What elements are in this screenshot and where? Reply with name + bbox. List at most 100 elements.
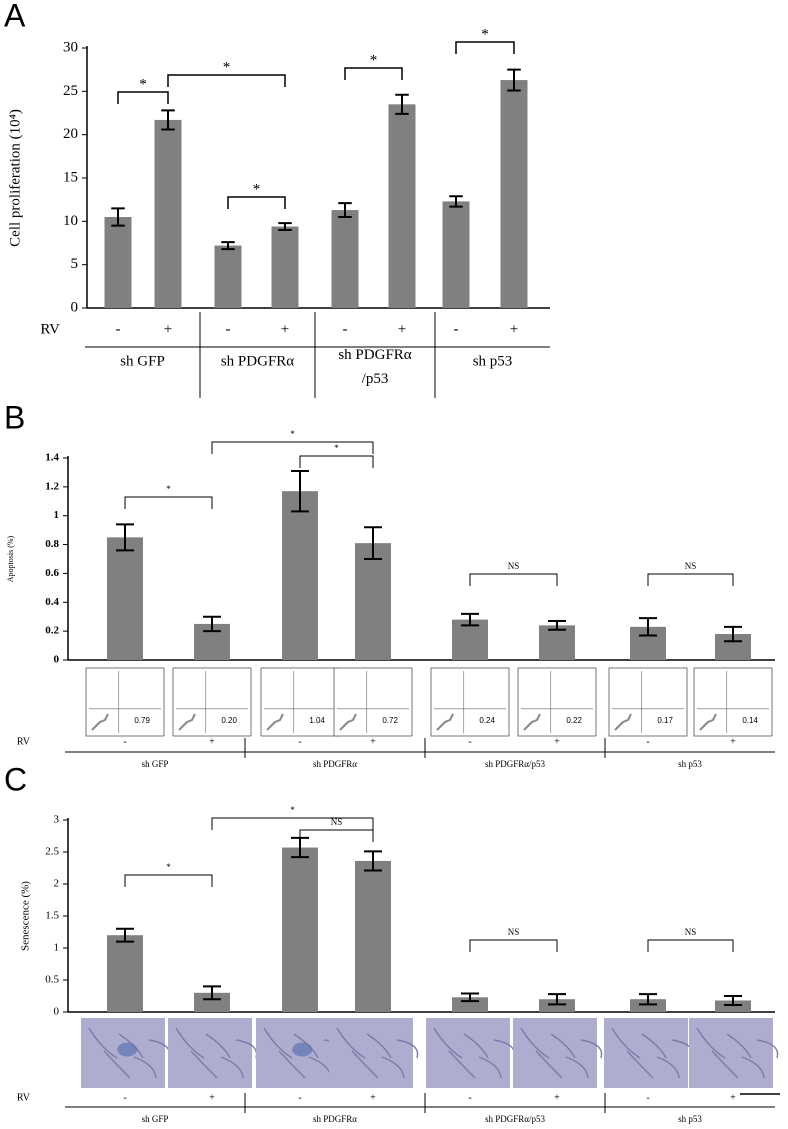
bar [282, 491, 318, 660]
flow-plot [85, 667, 165, 737]
significance-label: * [253, 181, 261, 197]
x-tick-label: - [226, 321, 231, 337]
y-tick-label: 0.4 [45, 596, 59, 608]
bar [104, 217, 132, 308]
y-tick-label: 1.4 [45, 452, 59, 464]
group-label: sh PDGFRα/p53 [485, 1114, 545, 1124]
y-tick-label: 1 [54, 942, 60, 954]
significance-bracket [227, 196, 286, 209]
significance-label: NS [685, 927, 697, 937]
significance-label: * [481, 26, 489, 42]
cell-outline [88, 1027, 118, 1059]
error-bar [449, 195, 463, 208]
cell-outline [726, 1033, 752, 1059]
y-tick-label: 2 [54, 878, 60, 890]
y-axis-label: Cell proliferation (10⁴) [7, 109, 23, 247]
cell-outline [175, 1027, 205, 1059]
cell-outline [520, 1027, 550, 1059]
cell-outline [263, 1027, 293, 1059]
bar [630, 999, 666, 1012]
cell-outline [220, 1056, 244, 1079]
significance-bracket [117, 91, 169, 104]
significance-label: * [223, 59, 231, 75]
group-label: sh GFP [142, 1114, 169, 1124]
micrograph [426, 1018, 510, 1088]
significance-label: * [139, 76, 147, 92]
significance-label: * [290, 429, 295, 439]
flow-cells [614, 713, 632, 731]
x-tick-label: - [454, 321, 459, 337]
y-axis-label: Senescence (%) [20, 881, 32, 951]
bar [355, 860, 391, 1012]
micrograph [513, 1018, 597, 1088]
x-tick-label: - [123, 1092, 126, 1103]
cell-outline [463, 1033, 489, 1059]
y-tick-label: 1.5 [45, 910, 59, 922]
cell-outline [366, 1033, 392, 1059]
micrograph [604, 1018, 688, 1088]
stained-cell [117, 1042, 138, 1057]
flow-plot [172, 667, 252, 737]
x-tick-label: + [209, 736, 215, 747]
cell-outline [336, 1027, 366, 1059]
group-label: sh p53 [678, 1114, 702, 1124]
flow-plot [260, 667, 340, 737]
error-bar [461, 992, 479, 1003]
error-bar [364, 526, 382, 560]
flow-plot [517, 667, 597, 737]
cell-outline [756, 1039, 779, 1059]
flow-plot [333, 667, 413, 737]
bar [154, 119, 182, 308]
inset-label: 0.22 [566, 716, 582, 725]
flow-gates [176, 671, 248, 733]
inset-label: 0.72 [382, 716, 398, 725]
bar [271, 226, 299, 308]
group-label: sh PDGFRα [313, 759, 357, 769]
bar [214, 245, 242, 308]
stained-cell [292, 1042, 313, 1057]
x-tick-label: - [646, 736, 649, 747]
group-label: sh GFP [120, 353, 165, 369]
cell-outline [396, 1039, 419, 1059]
error-bar [639, 993, 657, 1006]
significance-bracket [647, 573, 734, 586]
significance-label: NS [685, 561, 697, 571]
cell-outline [381, 1056, 405, 1079]
bar [107, 935, 143, 1012]
x-tick-label: + [370, 1092, 376, 1103]
x-tick-label: - [298, 1092, 301, 1103]
bar [282, 847, 318, 1012]
flow-gates [264, 671, 336, 733]
error-bar [111, 207, 125, 227]
flow-gates [697, 671, 769, 733]
y-tick-label: 1.2 [45, 480, 59, 492]
y-tick-label: 0.6 [45, 567, 59, 579]
significance-label: NS [508, 927, 520, 937]
micrograph [329, 1018, 413, 1088]
cell-outline [205, 1033, 231, 1059]
x-tick-label: - [298, 736, 301, 747]
y-tick-label: 0.5 [45, 974, 59, 986]
flow-gates [521, 671, 593, 733]
group-label: sh p53 [473, 353, 513, 369]
error-bar [724, 995, 742, 1006]
cell-outline [535, 1050, 563, 1079]
significance-bracket [211, 817, 374, 830]
bar [539, 625, 575, 660]
x-tick-label: + [164, 321, 172, 337]
cell-outline [133, 1056, 157, 1079]
x-tick-label: - [343, 321, 348, 337]
significance-bracket [469, 939, 558, 952]
inset-label: 0.14 [742, 716, 758, 725]
cell-outline [711, 1050, 739, 1079]
x-tick-label: + [554, 1092, 560, 1103]
bar [107, 537, 143, 660]
group-label: sh GFP [142, 759, 169, 769]
flow-gates [337, 671, 409, 733]
y-axis-label: Apoptosis (%) [6, 535, 15, 582]
significance-label: * [166, 862, 171, 872]
cell-outline [656, 1056, 680, 1079]
significance-bracket [211, 441, 374, 454]
significance-label: * [166, 484, 171, 494]
